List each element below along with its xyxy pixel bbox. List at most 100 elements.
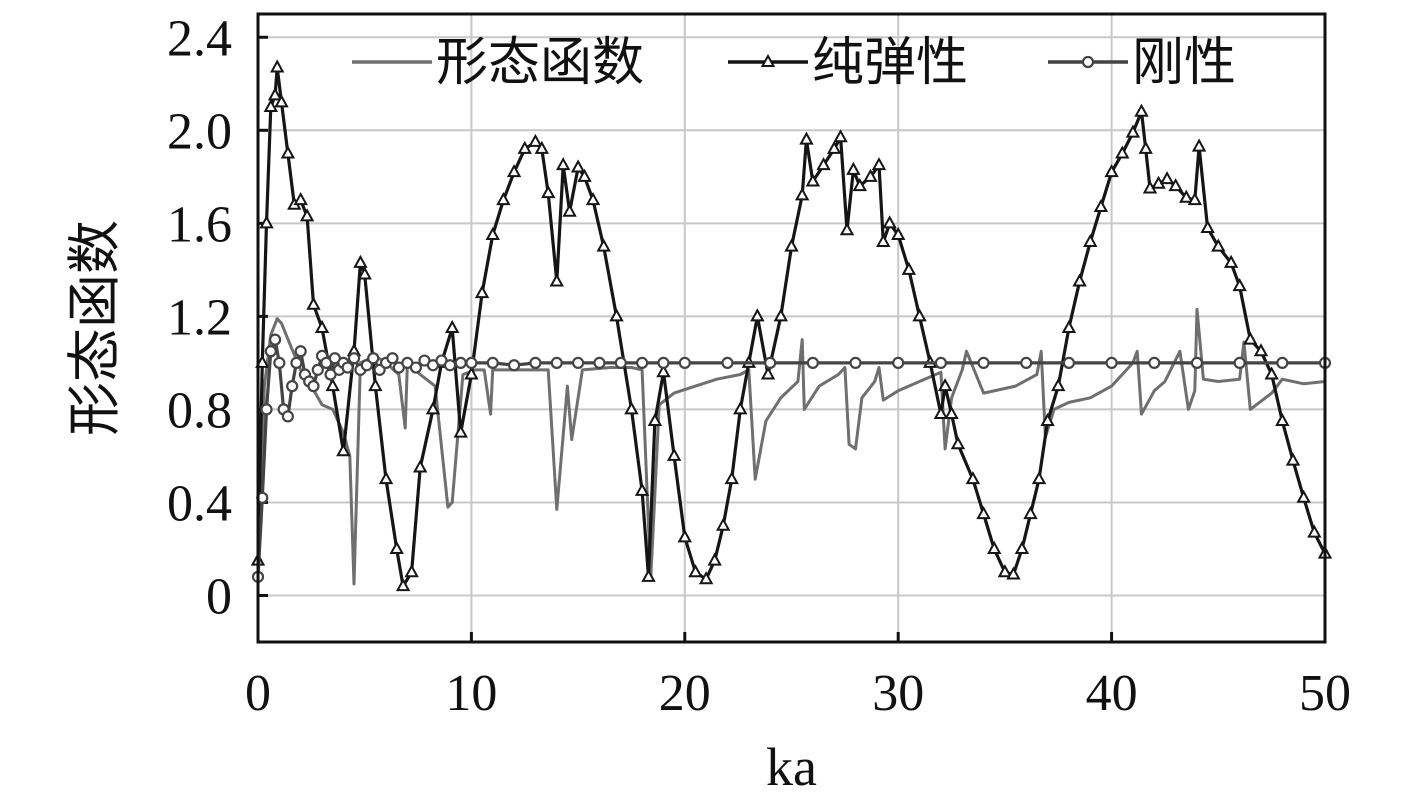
x-tick-label: 50 (1299, 665, 1351, 722)
data-point-triangle (965, 471, 981, 485)
data-point-triangle (506, 164, 522, 178)
data-point-circle (367, 352, 380, 365)
data-point-triangle (794, 187, 810, 201)
data-point-circle (571, 356, 585, 369)
x-tick-label: 10 (445, 665, 497, 722)
series-layer (250, 59, 1333, 592)
data-point-triangle (647, 412, 663, 427)
data-point-circle (409, 361, 423, 374)
x-tick-labels: 0 10 20 30 40 50 (245, 665, 1351, 722)
data-point-triangle (1211, 238, 1226, 252)
legend-item: 纯弹性 (728, 35, 968, 92)
data-point-circle (443, 359, 457, 372)
data-point-circle (286, 380, 299, 393)
plot-frame (256, 12, 1327, 644)
data-point-triangle (624, 401, 639, 415)
data-point-triangle (267, 87, 283, 101)
data-point-circle (307, 380, 320, 393)
data-point-triangle (1264, 366, 1279, 380)
data-point-triangle (474, 285, 490, 299)
y-tick-labels: 0 0.4 0.8 1.2 1.6 2.0 2.4 (167, 10, 232, 625)
data-point-triangle (716, 517, 731, 531)
data-point-circle (1062, 356, 1076, 369)
y-tick-label: 2.0 (167, 103, 232, 160)
data-point-circle (386, 352, 399, 365)
y-tick-label: 2.4 (167, 10, 232, 67)
data-point-triangle (1168, 178, 1183, 192)
data-point-triangle (555, 157, 571, 171)
data-point-circle (507, 359, 521, 372)
data-point-triangle (634, 482, 650, 496)
data-point-triangle (1006, 566, 1021, 580)
x-tick-label: 30 (872, 665, 924, 722)
data-point-triangle (425, 401, 441, 415)
data-point-triangle (871, 157, 887, 171)
data-point-triangle (846, 161, 861, 175)
data-point-triangle (724, 471, 739, 485)
data-point-triangle (412, 459, 428, 473)
data-point-circle (273, 356, 286, 369)
data-point-triangle (876, 233, 891, 247)
data-point-triangle (517, 140, 532, 154)
data-point-circle (281, 410, 294, 423)
data-point-triangle (912, 308, 927, 322)
data-point-triangle (707, 552, 722, 566)
data-point-triangle (773, 308, 789, 322)
data-point-circle (529, 356, 542, 369)
data-point-triangle (750, 308, 765, 322)
data-point-triangle (1023, 505, 1038, 520)
data-point-triangle (259, 215, 274, 229)
data-point-triangle (852, 178, 867, 192)
y-tick-label: 1.6 (167, 196, 232, 253)
y-tick-label: 0 (206, 568, 232, 625)
x-axis-title: ka (766, 737, 817, 797)
data-point-triangle (596, 238, 611, 252)
data-point-triangle (357, 266, 372, 280)
data-point-circle (1190, 356, 1204, 369)
data-point-triangle (805, 173, 821, 187)
data-point-triangle (270, 59, 285, 73)
data-point-circle (934, 356, 947, 369)
data-point-triangle (293, 191, 308, 206)
data-point-triangle (445, 319, 460, 333)
data-point-circle (311, 363, 324, 376)
data-point-triangle (570, 159, 586, 173)
data-point-triangle (1285, 452, 1301, 466)
data-point-triangle (891, 226, 906, 240)
data-point-triangle (255, 354, 270, 368)
data-point-triangle (541, 185, 556, 199)
data-point-circle (1020, 356, 1033, 369)
data-point-circle (636, 356, 649, 369)
data-point-circle (657, 356, 670, 369)
legend-item: 刚性 (1048, 35, 1236, 92)
data-point-triangle (534, 140, 550, 154)
data-point-circle (264, 345, 277, 358)
data-point-triangle (760, 366, 776, 380)
data-point-triangle (944, 405, 959, 420)
data-point-circle (764, 356, 777, 369)
data-point-triangle (1253, 343, 1269, 357)
data-point-triangle (395, 578, 411, 592)
data-point-triangle (1115, 145, 1130, 159)
data-point-circle (347, 352, 361, 365)
data-point-triangle (1223, 254, 1239, 268)
data-point-triangle (325, 378, 340, 392)
data-point-triangle (698, 571, 714, 585)
data-point-triangle (280, 145, 296, 159)
data-point-triangle (839, 222, 855, 236)
data-point-triangle (863, 168, 878, 182)
data-point-triangle (1125, 124, 1141, 138)
data-point-triangle (1040, 412, 1055, 427)
data-point-triangle (453, 424, 468, 438)
data-point-triangle (733, 401, 748, 415)
data-point-triangle (336, 443, 351, 457)
data-point-triangle (464, 366, 479, 380)
data-point-triangle (882, 215, 897, 229)
legend-label: 纯弹性 (812, 35, 968, 92)
data-point-circle (260, 403, 273, 416)
data-point-triangle (1200, 219, 1215, 233)
data-point-circle (465, 356, 478, 369)
data-point-triangle (496, 191, 511, 206)
